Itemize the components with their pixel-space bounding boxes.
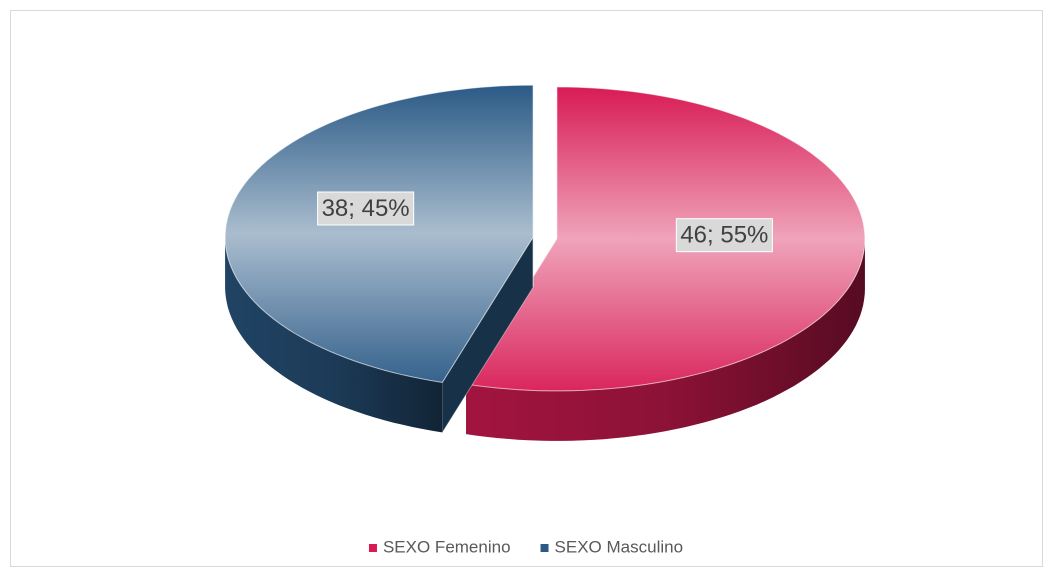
pie: 46; 55% 38; 45% — [224, 84, 866, 441]
slice-shine — [466, 86, 865, 391]
legend-label: SEXO Masculino — [555, 537, 684, 556]
slice-edge-shade — [442, 237, 534, 433]
data-label-box — [317, 191, 415, 226]
slice-side-shade — [225, 237, 443, 433]
legend-swatch — [540, 544, 549, 552]
legend-swatch — [368, 544, 377, 552]
legend: SEXO Femenino SEXO Masculino — [368, 537, 684, 556]
legend-label: SEXO Femenino — [383, 537, 511, 556]
slice-shine — [225, 85, 534, 383]
slice-side-shade — [466, 238, 865, 441]
data-label: 46; 55% — [680, 222, 768, 249]
data-label: 38; 45% — [322, 195, 410, 222]
data-label-box — [675, 218, 773, 253]
